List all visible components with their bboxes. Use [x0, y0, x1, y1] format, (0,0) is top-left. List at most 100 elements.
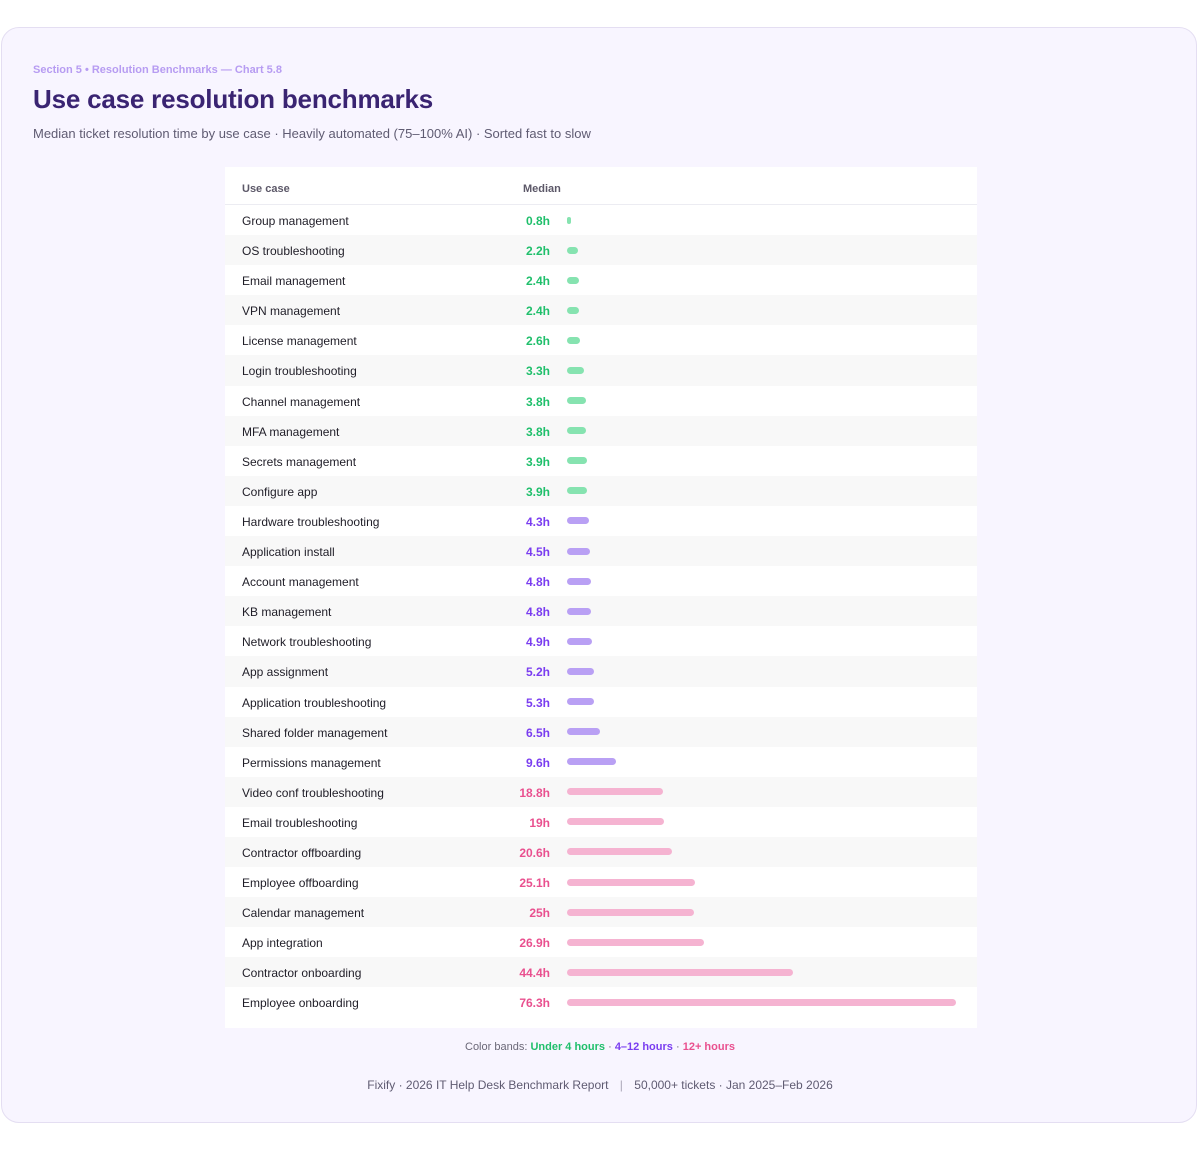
use-case-label: Contractor offboarding: [242, 845, 362, 860]
table-row: Employee onboarding 76.3h: [225, 987, 977, 1017]
median-value-label: 25.1h: [519, 876, 550, 891]
legend-slow-band: 12+ hours: [682, 1041, 735, 1053]
table-row: Permissions management 9.6h: [225, 747, 977, 777]
use-case-label: Application troubleshooting: [242, 695, 387, 710]
use-case-label: Employee offboarding: [242, 876, 359, 891]
median-bar: [567, 728, 601, 736]
median-bar: [567, 246, 579, 254]
footer-separator: |: [619, 1078, 623, 1092]
median-bar: [567, 607, 592, 615]
median-bar: [567, 397, 587, 405]
median-value-label: 5.3h: [525, 695, 550, 710]
table-row: Login troubleshooting 3.3h: [225, 355, 977, 386]
median-bar: [567, 818, 664, 826]
median-value-label: 3.9h: [525, 454, 550, 469]
median-bar: [567, 517, 589, 525]
median-bar: [567, 306, 580, 314]
median-value-label: 9.6h: [525, 755, 550, 770]
median-bar: [567, 968, 794, 976]
table-row: VPN management 2.4h: [225, 295, 977, 326]
median-bar: [567, 427, 587, 435]
legend-dot: ·: [675, 1041, 680, 1053]
median-bar: [567, 908, 695, 916]
table-row: App integration 26.9h: [225, 927, 977, 957]
table-row: Email troubleshooting 19h: [225, 807, 977, 837]
color-band-legend: Color bands: Under 4 hours · 4–12 hours …: [2, 1041, 1198, 1053]
median-bar: [567, 547, 590, 555]
median-bar: [567, 366, 584, 374]
median-value-label: 26.9h: [519, 936, 550, 951]
median-value-label: 4.8h: [525, 575, 550, 590]
use-case-label: Email troubleshooting: [242, 815, 358, 830]
chart-title: Use case resolution benchmarks: [33, 84, 434, 114]
table-header: Use case Median: [225, 167, 977, 205]
use-case-label: MFA management: [242, 424, 340, 439]
median-value-label: 2.4h: [525, 274, 550, 289]
median-value-label: 6.5h: [525, 725, 550, 740]
use-case-label: Permissions management: [242, 755, 381, 770]
report-footer: Fixify · 2026 IT Help Desk Benchmark Rep…: [2, 1078, 1198, 1092]
table-row: Channel management 3.8h: [225, 386, 977, 416]
median-bar: [567, 336, 581, 344]
median-value-label: 4.8h: [525, 605, 550, 620]
use-case-label: Video conf troubleshooting: [242, 785, 384, 800]
median-value-label: 25h: [529, 906, 550, 921]
table-row: Calendar management 25h: [225, 897, 977, 928]
median-value-label: 3.9h: [525, 484, 550, 499]
median-bar: [567, 848, 673, 856]
table-row: Video conf troubleshooting 18.8h: [225, 776, 977, 807]
table-row: Secrets management 3.9h: [225, 446, 977, 476]
use-case-label: Employee onboarding: [242, 996, 359, 1011]
median-value-label: 44.4h: [519, 966, 550, 981]
table-row: Configure app 3.9h: [225, 475, 977, 506]
section-eyebrow: Section 5 • Resolution Benchmarks — Char…: [33, 64, 282, 76]
footer-sample: 50,000+ tickets · Jan 2025–Feb 2026: [634, 1078, 833, 1092]
table-row: Network troubleshooting 4.9h: [225, 626, 977, 656]
use-case-label: Configure app: [242, 484, 318, 499]
table-row: Hardware troubleshooting 4.3h: [225, 506, 977, 536]
use-case-label: Group management: [242, 214, 349, 228]
table-row: Account management 4.8h: [225, 566, 977, 596]
median-value-label: 19h: [529, 815, 550, 830]
use-case-label: Login troubleshooting: [242, 364, 357, 379]
legend-fast-band: Under 4 hours: [530, 1041, 606, 1053]
use-case-label: Application install: [242, 545, 335, 560]
column-header-use-case: Use case: [242, 183, 290, 195]
median-value-label: 0.8h: [525, 214, 550, 228]
benchmark-table: Use case Median Group management 0.8h OS t…: [225, 167, 977, 1028]
table-row: Shared folder management 6.5h: [225, 716, 977, 747]
table-row: OS troubleshooting 2.2h: [225, 235, 977, 266]
median-bar: [567, 637, 592, 645]
use-case-label: Hardware troubleshooting: [242, 514, 380, 529]
median-bar: [567, 577, 592, 585]
median-bar: [567, 788, 663, 796]
median-value-label: 2.6h: [525, 334, 550, 349]
median-bar: [567, 998, 956, 1006]
use-case-label: OS troubleshooting: [242, 244, 345, 259]
use-case-label: Network troubleshooting: [242, 635, 372, 650]
median-bar: [567, 758, 616, 766]
table-row: App assignment 5.2h: [225, 656, 977, 687]
legend-dot: ·: [608, 1041, 612, 1053]
table-row: KB management 4.8h: [225, 596, 977, 627]
use-case-label: Secrets management: [242, 454, 357, 469]
median-value-label: 2.4h: [525, 304, 550, 319]
median-value-label: 5.2h: [525, 665, 550, 680]
use-case-label: App assignment: [242, 665, 329, 680]
median-value-label: 4.5h: [525, 545, 550, 560]
use-case-label: Calendar management: [242, 906, 365, 921]
use-case-label: KB management: [242, 605, 332, 620]
median-bar: [567, 487, 587, 495]
table-row: Application troubleshooting 5.3h: [225, 687, 977, 717]
use-case-label: Email management: [242, 274, 346, 289]
chart-card: Section 5 • Resolution Benchmarks — Char…: [1, 27, 1197, 1123]
median-value-label: 2.2h: [525, 244, 550, 259]
table-row: Group management 0.8h: [225, 205, 977, 235]
use-case-label: License management: [242, 334, 357, 349]
median-bar: [567, 698, 595, 705]
table-row: Application install 4.5h: [225, 536, 977, 567]
table-body: Group management 0.8h OS troubleshooting 2.…: [225, 205, 977, 1018]
median-bar: [567, 457, 587, 465]
chart-subtitle: Median ticket resolution time by use cas…: [33, 126, 591, 141]
table-row: Contractor onboarding 44.4h: [225, 957, 977, 988]
